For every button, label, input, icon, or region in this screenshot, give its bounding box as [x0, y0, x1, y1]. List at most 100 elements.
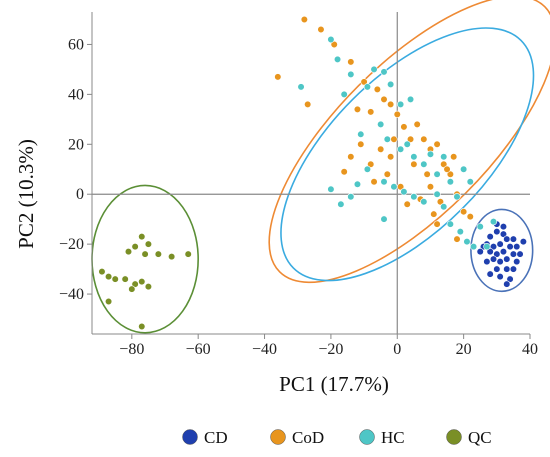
- point-hc: [489, 218, 498, 226]
- point-qc: [144, 240, 153, 248]
- point-cd: [503, 265, 511, 273]
- point-qc: [184, 250, 192, 258]
- point-cd: [513, 243, 521, 251]
- x-tick-label: −40: [252, 341, 277, 358]
- point-hc: [456, 228, 464, 236]
- legend-item-cd: CD: [182, 428, 228, 447]
- point-cd: [509, 250, 518, 258]
- point-hc: [406, 95, 415, 103]
- y-tick-label: 60: [68, 36, 84, 53]
- x-axis-title: PC1 (17.7%): [279, 372, 389, 396]
- data-points: [98, 15, 527, 331]
- point-hc: [390, 183, 398, 191]
- point-cod: [413, 120, 421, 128]
- ellipse-hc: [280, 27, 535, 282]
- point-qc: [121, 275, 129, 283]
- point-cod: [440, 160, 448, 168]
- point-hc: [297, 83, 305, 91]
- point-qc: [154, 250, 162, 258]
- point-qc: [111, 275, 119, 283]
- point-cod: [367, 160, 375, 168]
- point-hc: [337, 200, 345, 208]
- point-qc: [104, 297, 113, 306]
- point-cd: [493, 228, 501, 236]
- point-cod: [353, 105, 362, 113]
- point-hc: [380, 215, 388, 223]
- point-qc: [138, 233, 146, 241]
- y-tick-label: 0: [76, 186, 84, 203]
- point-hc: [420, 160, 428, 168]
- point-cod: [430, 210, 438, 218]
- legend: CD CoD HC QC: [182, 428, 492, 447]
- point-cd: [489, 255, 498, 263]
- legend-item-qc: QC: [446, 428, 492, 447]
- point-qc: [131, 243, 139, 251]
- point-cod: [400, 123, 408, 131]
- point-qc: [98, 267, 106, 276]
- point-cd: [503, 235, 511, 243]
- point-cd: [506, 275, 514, 283]
- point-hc: [347, 193, 355, 201]
- point-qc: [141, 250, 149, 258]
- point-hc: [387, 80, 395, 88]
- axes: [87, 12, 531, 339]
- point-hc: [453, 193, 461, 201]
- point-hc: [446, 178, 454, 186]
- point-qc: [144, 282, 153, 291]
- point-qc: [138, 277, 146, 286]
- y-axis-title: PC2 (10.3%): [14, 139, 38, 249]
- point-hc: [403, 140, 411, 148]
- y-tick-label: 40: [68, 86, 84, 103]
- point-hc: [383, 135, 391, 143]
- point-cod: [453, 235, 461, 243]
- legend-label: CD: [204, 428, 228, 447]
- point-hc: [353, 180, 362, 188]
- point-cod: [347, 58, 355, 66]
- point-cod: [420, 135, 428, 143]
- legend-label: QC: [468, 428, 492, 447]
- point-cd: [509, 235, 518, 243]
- series-cd: [476, 220, 527, 288]
- x-tick-label: −80: [119, 341, 144, 358]
- point-cod: [460, 208, 468, 216]
- legend-marker: [270, 429, 286, 445]
- point-cod: [274, 73, 282, 81]
- series-qc: [98, 233, 192, 331]
- point-hc: [347, 70, 355, 79]
- point-cod: [304, 100, 312, 108]
- ellipse-qc: [91, 184, 199, 334]
- point-cd: [499, 223, 508, 231]
- point-cd: [496, 272, 504, 281]
- point-cd: [499, 230, 508, 238]
- point-cd: [519, 238, 527, 246]
- point-qc: [128, 285, 136, 293]
- point-cod: [317, 25, 325, 34]
- point-cod: [383, 170, 391, 178]
- point-cod: [426, 183, 435, 191]
- point-hc: [440, 153, 448, 161]
- x-tick-label: 0: [393, 341, 401, 358]
- y-tick-label: −20: [59, 236, 84, 253]
- point-hc: [410, 153, 418, 161]
- ellipse-cod: [268, 0, 550, 284]
- x-tick-label: −20: [318, 341, 343, 358]
- point-qc: [124, 248, 133, 256]
- point-cod: [443, 165, 451, 173]
- point-cod: [347, 153, 355, 161]
- ellipse-cd: [470, 208, 534, 293]
- point-cod: [300, 15, 308, 24]
- point-cod: [387, 100, 395, 108]
- point-cd: [486, 270, 494, 278]
- point-hc: [333, 55, 342, 64]
- point-hc: [363, 83, 372, 91]
- tick-labels: −80 −60 −40 −20 0 20 40 −40 −20 0 20 40 60: [59, 36, 538, 358]
- point-cd: [499, 248, 508, 256]
- point-cod: [450, 153, 458, 161]
- x-tick-label: 20: [456, 341, 472, 358]
- point-hc: [440, 203, 448, 211]
- point-hc: [396, 145, 405, 153]
- point-cd: [496, 258, 504, 266]
- point-hc: [370, 65, 378, 74]
- point-cod: [357, 140, 365, 148]
- legend-marker: [359, 429, 375, 445]
